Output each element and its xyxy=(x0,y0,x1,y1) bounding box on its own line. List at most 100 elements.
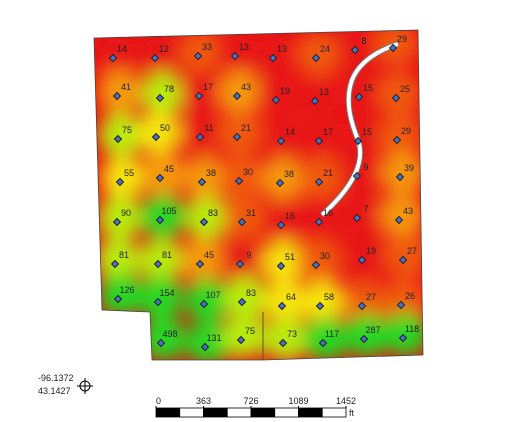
scale-segment xyxy=(203,407,228,418)
heat-blob xyxy=(222,314,266,358)
heat-blob xyxy=(384,234,423,278)
sample-label: 13 xyxy=(277,44,287,54)
sample-marker xyxy=(236,335,246,345)
sample-marker xyxy=(311,53,321,63)
sample-marker xyxy=(112,91,122,101)
heat-blob xyxy=(338,192,382,236)
heat-blob xyxy=(141,194,185,238)
sample-label: 50 xyxy=(160,123,170,133)
heat-blob xyxy=(382,279,423,323)
heat-blob xyxy=(180,70,224,114)
sample-label: 14 xyxy=(117,44,127,54)
heat-blob xyxy=(99,273,143,317)
sample-marker xyxy=(314,177,324,187)
heat-blob xyxy=(220,155,264,199)
sample-label: 27 xyxy=(407,246,417,256)
sample-marker xyxy=(276,261,286,271)
sample-label: 26 xyxy=(405,291,415,301)
sample-marker xyxy=(311,260,321,270)
sample-marker xyxy=(276,136,286,146)
heat-blob xyxy=(263,280,307,324)
heat-blob xyxy=(218,111,262,155)
sample-label: 7 xyxy=(363,204,368,214)
scale-label: 726 xyxy=(243,396,258,406)
heat-blob xyxy=(300,156,344,200)
heat-blob xyxy=(141,72,185,116)
heat-blob xyxy=(181,238,225,282)
heat-blob xyxy=(137,111,181,155)
sample-marker xyxy=(232,91,242,101)
heat-blob xyxy=(142,317,186,360)
sample-label: 81 xyxy=(119,250,129,260)
heat-blob xyxy=(304,317,348,360)
scale-segment xyxy=(250,407,276,418)
heat-blob xyxy=(378,114,422,158)
sample-label: 83 xyxy=(246,288,256,298)
sample-marker xyxy=(237,297,247,307)
heat-blob xyxy=(99,113,143,157)
sample-marker xyxy=(352,171,362,181)
heat-blob xyxy=(262,115,306,159)
sample-label: 38 xyxy=(206,168,216,178)
sample-label: 83 xyxy=(208,208,218,218)
sample-label: 41 xyxy=(121,82,131,92)
sample-label: 43 xyxy=(241,82,251,92)
heat-blob xyxy=(98,70,142,114)
sample-label: 16 xyxy=(285,211,295,221)
sample-marker xyxy=(194,91,204,101)
sample-marker xyxy=(357,301,367,311)
sample-marker xyxy=(156,338,166,348)
sample-label: 16 xyxy=(323,208,333,218)
latitude: 43.1427 xyxy=(38,386,71,396)
sample-marker xyxy=(396,300,406,310)
sample-label: 117 xyxy=(325,329,339,339)
sample-marker xyxy=(197,177,207,187)
sample-marker xyxy=(230,51,240,61)
sample-label: 78 xyxy=(164,84,174,94)
sample-label: 30 xyxy=(243,167,253,177)
heat-blob xyxy=(139,238,183,282)
sample-marker xyxy=(271,95,281,105)
sample-label: 17 xyxy=(203,82,213,92)
heat-blob xyxy=(300,115,344,159)
heat-blob xyxy=(186,321,230,360)
sample-label: 13 xyxy=(239,42,249,52)
sample-marker xyxy=(232,132,242,142)
sample-marker xyxy=(359,334,369,344)
sample-marker xyxy=(392,135,402,145)
sample-label: 81 xyxy=(162,250,172,260)
sample-marker xyxy=(391,93,401,103)
heat-blob xyxy=(336,30,380,68)
heat-blob xyxy=(141,152,185,196)
sample-marker xyxy=(110,259,120,269)
heat-blob xyxy=(384,312,423,356)
sample-label: 8 xyxy=(361,36,366,46)
heat-blob xyxy=(381,151,423,195)
sample-label: 105 xyxy=(161,206,176,216)
sample-label: 38 xyxy=(284,169,294,179)
sample-marker xyxy=(235,259,245,269)
sample-points: 14 12 33 13 13 24 8 29 41 78 17 43 19 13 15 25 75 50 11 21 1… xyxy=(108,34,419,352)
sample-label: 13 xyxy=(319,87,329,97)
heat-blob xyxy=(343,280,387,324)
heat-blob xyxy=(377,72,421,116)
heat-blob xyxy=(254,32,298,76)
sample-label: 33 xyxy=(202,42,212,52)
sample-marker xyxy=(155,173,165,183)
sample-marker xyxy=(153,297,163,307)
heat-blob xyxy=(297,239,341,283)
heat-blob xyxy=(262,240,306,284)
heat-blob xyxy=(185,278,229,322)
scale-label: 0 xyxy=(156,396,161,406)
sample-marker xyxy=(115,177,125,187)
crosshair xyxy=(77,378,93,394)
sample-label: 39 xyxy=(404,163,414,173)
sample-marker xyxy=(108,53,118,63)
sample-label: 19 xyxy=(366,246,376,256)
sample-marker xyxy=(395,172,405,182)
scale-segment xyxy=(226,407,252,418)
heat-blob xyxy=(223,276,267,320)
sample-marker xyxy=(193,51,203,61)
sample-label: 12 xyxy=(159,44,169,54)
sample-label: 25 xyxy=(400,84,410,94)
